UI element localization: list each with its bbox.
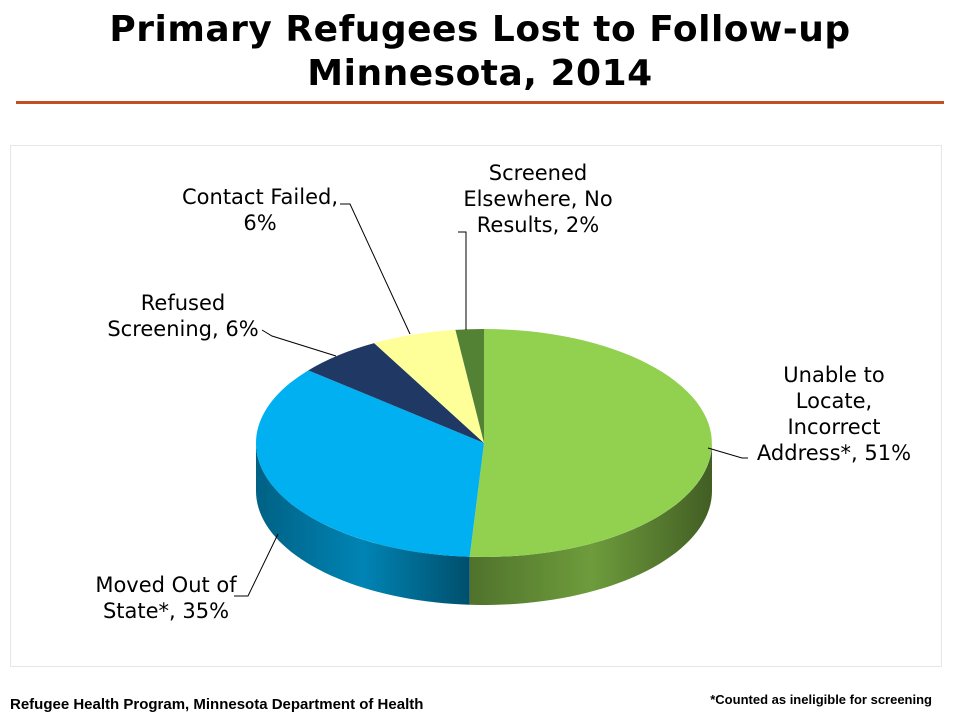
pie-top [255,329,712,557]
slice-label-0-line-2: Incorrect [787,415,881,439]
slice-label-2-line-1: Screening, 6% [107,317,259,341]
slice-label-3-line-1: 6% [243,211,277,235]
pie-slice-3 [374,329,484,443]
leader-line-4 [458,231,467,330]
slice-label-3-line-0: Contact Failed, [182,185,338,209]
slice-label-2-line-0: Refused [140,291,226,315]
pie-side-walls [256,443,712,605]
pie-slice-4 [455,329,484,443]
slice-label-3: Contact Failed, 6% [168,184,352,236]
page-title: Primary Refugees Lost to Follow-up Minne… [0,8,960,96]
slice-label-4-line-0: Screened [488,161,588,185]
title-line-1: Primary Refugees Lost to Follow-up [109,9,851,50]
pie-slice-0 [469,329,712,557]
leader-line-3 [340,203,411,335]
slice-label-1-line-0: Moved Out of [95,573,237,597]
slice-label-4-line-1: Elsewhere, No [463,187,613,211]
title-divider [16,101,944,104]
footnote: *Counted as ineligible for screening [710,692,932,707]
slice-label-1: Moved Out of State*, 35% [78,572,254,624]
slice-label-2: Refused Screening, 6% [98,290,268,342]
pie-slice-1 [255,370,484,557]
slice-label-0-line-1: Locate, [795,389,873,413]
leader-line-0 [707,447,748,459]
leader-line-1 [234,533,279,597]
pie-slice-2 [308,343,484,443]
slice-label-0-line-3: Address*, 51% [756,441,912,465]
slice-label-4-line-2: Results, 2% [476,213,600,237]
source-note: Refugee Health Program, Minnesota Depart… [10,696,424,713]
slice-label-0-line-0: Unable to [783,363,885,387]
slice-label-1-line-1: State*, 35% [102,599,230,623]
pie-side-0 [469,443,712,605]
title-line-2: Minnesota, 2014 [307,53,653,94]
leader-line-2 [261,329,337,357]
slice-label-4: Screened Elsewhere, No Results, 2% [448,160,628,238]
slice-label-0: Unable to Locate, Incorrect Address*, 51% [745,362,923,466]
pie-side-1 [256,443,470,605]
